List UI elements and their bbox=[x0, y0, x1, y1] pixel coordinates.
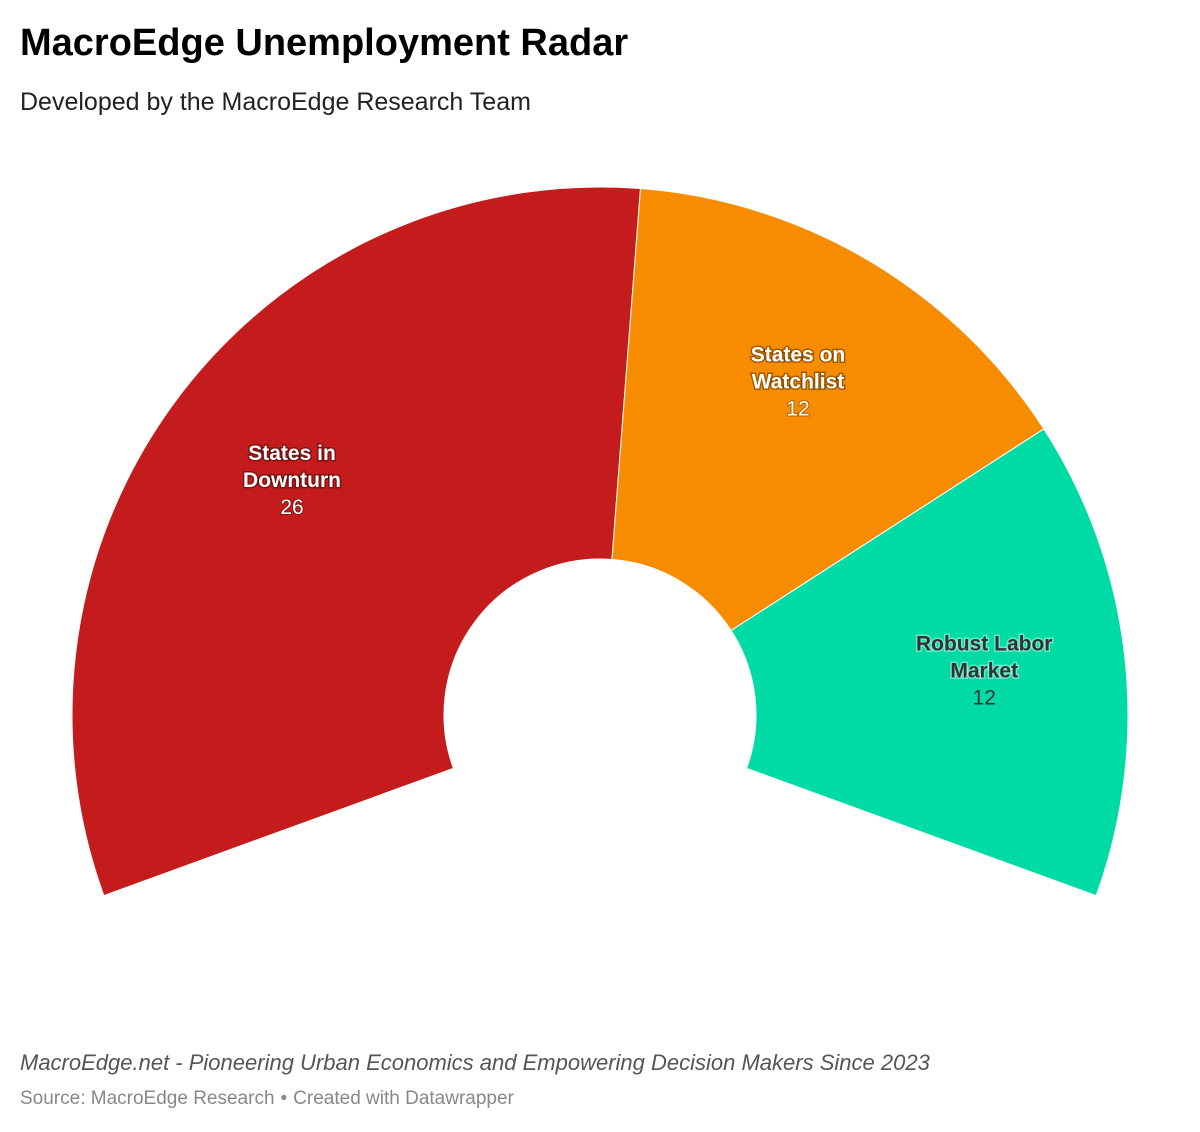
slice-value-label: 12 bbox=[973, 686, 996, 709]
source-text: Source: MacroEdge Research bbox=[20, 1088, 275, 1109]
slice-robust-labor-market bbox=[730, 428, 1129, 897]
slice-category-label: Downturn bbox=[243, 469, 341, 492]
chart-title: MacroEdge Unemployment Radar bbox=[20, 22, 629, 64]
slice-category-label: Market bbox=[950, 659, 1018, 682]
slice-category-label: Robust Labor bbox=[916, 632, 1053, 655]
slice-value-label: 26 bbox=[280, 496, 303, 519]
chart-subtitle: Developed by the MacroEdge Research Team bbox=[20, 88, 531, 116]
separator-dot: • bbox=[280, 1088, 288, 1109]
slice-category-label: Watchlist bbox=[752, 370, 845, 393]
footer-source-line: Source: MacroEdge Research • Created with … bbox=[20, 1088, 514, 1110]
footer-note: MacroEdge.net - Pioneering Urban Economi… bbox=[20, 1050, 930, 1075]
slice-category-label: States on bbox=[751, 343, 846, 366]
slice-states-in-downturn bbox=[71, 186, 642, 897]
slice-label-states-in-downturn: States in Downturn 26 bbox=[242, 440, 343, 520]
slice-label-robust-labor-market: Robust Labor Market 12 bbox=[914, 631, 1054, 710]
slice-category-label: States in bbox=[248, 442, 336, 465]
slice-value-label: 12 bbox=[786, 397, 809, 420]
slice-states-on-watchlist bbox=[611, 188, 1045, 632]
slice-label-states-on-watchlist: States on Watchlist 12 bbox=[749, 342, 847, 422]
credit-text: Created with Datawrapper bbox=[293, 1088, 514, 1109]
